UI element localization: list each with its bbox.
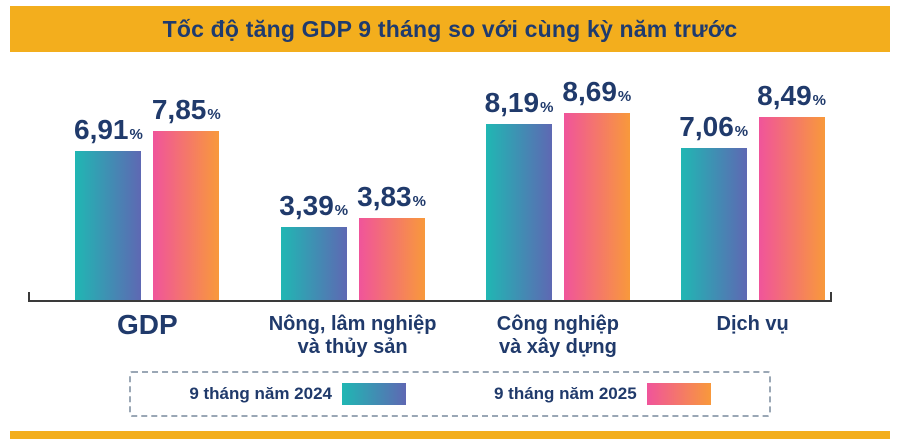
percent-sign: % bbox=[617, 88, 632, 105]
category-label: GDP bbox=[117, 309, 178, 340]
bar-groups: 6,91% 7,85% GDP 3,39% 3,83% Nông, lâm nghiệp … bbox=[10, 60, 890, 359]
value-number: 8,49 bbox=[757, 80, 812, 111]
percent-sign: % bbox=[540, 99, 554, 116]
chart-group: 7,06% 8,49% Dịch vụ bbox=[679, 60, 826, 336]
axis-tick-left bbox=[28, 292, 30, 302]
value-number: 3,39 bbox=[279, 190, 334, 221]
legend-swatch bbox=[646, 383, 711, 405]
bar-pair: 3,39% 3,83% bbox=[279, 60, 426, 300]
category-label: Dịch vụ bbox=[716, 313, 789, 335]
bar-with-label: 8,69% bbox=[562, 78, 631, 300]
value-label: 7,06% bbox=[679, 113, 748, 141]
legend-item: 9 tháng năm 2024 bbox=[189, 383, 406, 405]
chart-title: Tốc độ tăng GDP 9 tháng so với cùng kỳ n… bbox=[162, 15, 738, 42]
bar-pair: 7,06% 8,49% bbox=[679, 60, 826, 300]
bar-pair: 6,91% 7,85% bbox=[74, 60, 221, 300]
bar-with-label: 6,91% bbox=[74, 116, 143, 300]
percent-sign: % bbox=[812, 92, 826, 109]
category-label: Nông, lâm nghiệp và thủy sản bbox=[268, 313, 437, 358]
legend-label: 9 tháng năm 2025 bbox=[494, 384, 637, 403]
value-label: 3,39% bbox=[279, 192, 348, 220]
chart-group: 8,19% 8,69% Công nghiệp và xây dựng bbox=[485, 60, 632, 359]
category-label: Công nghiệp và xây dựng bbox=[496, 313, 619, 358]
bottom-accent-strip bbox=[10, 431, 890, 439]
value-label: 7,85% bbox=[152, 96, 221, 124]
bar-2024 bbox=[485, 124, 552, 300]
bar-with-label: 7,06% bbox=[679, 113, 748, 300]
value-number: 7,85 bbox=[151, 94, 207, 125]
axis-tick-right bbox=[830, 292, 832, 302]
chart-title-banner: Tốc độ tăng GDP 9 tháng so với cùng kỳ n… bbox=[10, 6, 890, 52]
bar-with-label: 8,49% bbox=[757, 82, 826, 300]
percent-sign: % bbox=[734, 123, 749, 140]
bar-2024 bbox=[280, 227, 347, 300]
value-label: 8,19% bbox=[485, 89, 554, 117]
value-number: 7,06 bbox=[679, 111, 734, 142]
value-label: 8,49% bbox=[757, 82, 826, 110]
bar-with-label: 3,39% bbox=[279, 192, 348, 300]
legend-label: 9 tháng năm 2024 bbox=[189, 384, 332, 403]
bar-2025 bbox=[153, 131, 220, 300]
value-number: 8,19 bbox=[484, 87, 540, 118]
legend: 9 tháng năm 2024 9 tháng năm 2025 bbox=[129, 371, 771, 417]
x-axis-line bbox=[28, 292, 832, 302]
percent-sign: % bbox=[207, 106, 221, 123]
value-number: 6,91 bbox=[74, 114, 129, 145]
bar-2024 bbox=[680, 148, 747, 300]
bar-with-label: 8,19% bbox=[485, 89, 554, 300]
bar-with-label: 7,85% bbox=[152, 96, 221, 300]
legend-swatch bbox=[342, 383, 406, 405]
value-label: 6,91% bbox=[74, 116, 143, 144]
bar-pair: 8,19% 8,69% bbox=[485, 60, 631, 300]
bar-2025 bbox=[358, 218, 425, 300]
percent-sign: % bbox=[412, 193, 426, 210]
bar-2025 bbox=[563, 113, 630, 300]
chart-group: 3,39% 3,83% Nông, lâm nghiệp và thủy sản bbox=[269, 60, 437, 359]
percent-sign: % bbox=[334, 202, 349, 219]
chart-group: 6,91% 7,85% GDP bbox=[74, 60, 221, 341]
bar-2025 bbox=[758, 117, 825, 300]
legend-item: 9 tháng năm 2025 bbox=[494, 383, 711, 405]
bar-2024 bbox=[75, 151, 142, 300]
value-number: 3,83 bbox=[357, 181, 412, 212]
bar-with-label: 3,83% bbox=[357, 183, 426, 300]
gdp-bar-chart: 6,91% 7,85% GDP 3,39% 3,83% Nông, lâm nghiệp … bbox=[10, 60, 890, 359]
percent-sign: % bbox=[129, 126, 143, 143]
value-label: 3,83% bbox=[357, 183, 426, 211]
value-number: 8,69 bbox=[562, 76, 617, 107]
value-label: 8,69% bbox=[562, 78, 631, 106]
